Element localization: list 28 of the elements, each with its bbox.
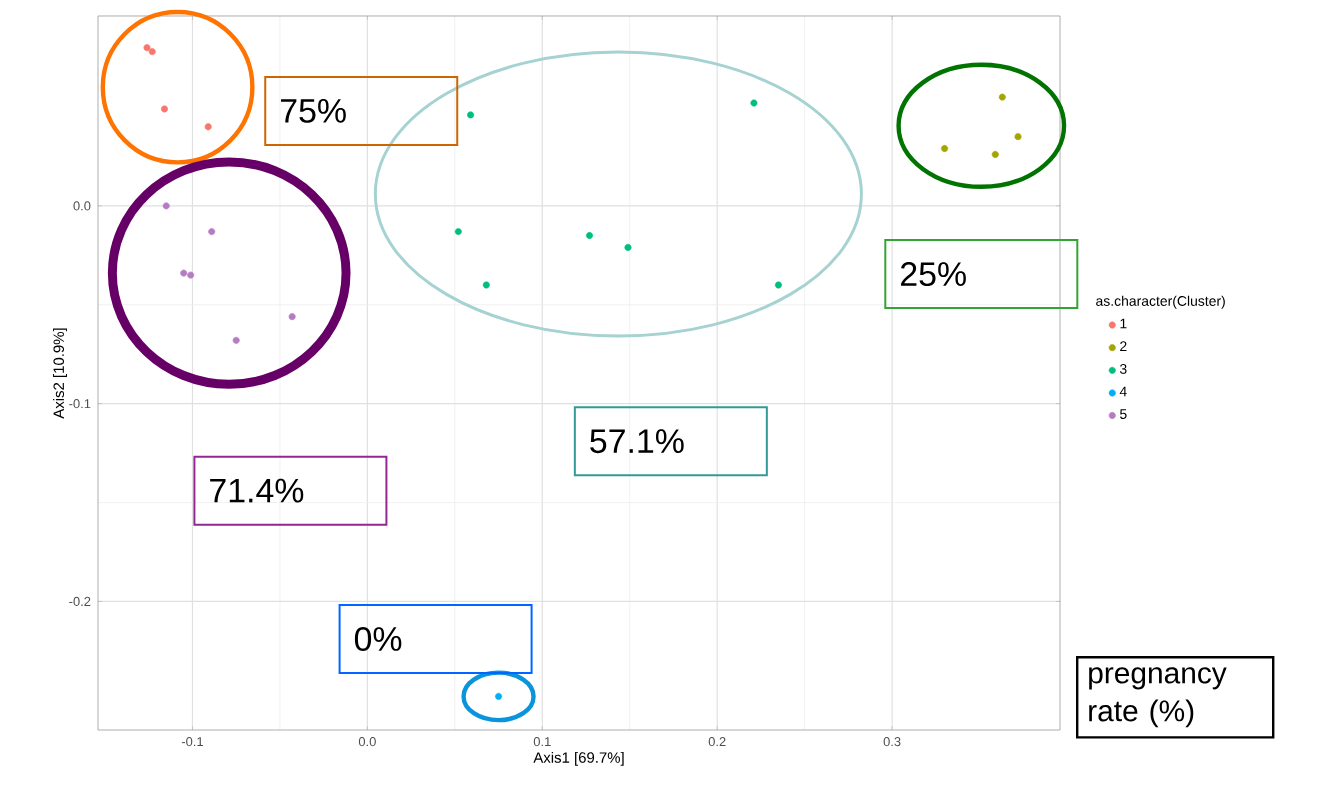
point	[148, 48, 156, 56]
point	[162, 202, 170, 210]
point	[586, 232, 593, 240]
point	[624, 243, 632, 251]
point	[1014, 133, 1022, 141]
annotation: 75%	[281, 99, 346, 123]
annotation: 25%	[901, 262, 966, 287]
annotation: 0%	[354, 627, 402, 652]
point	[750, 99, 758, 107]
point	[160, 105, 168, 113]
point	[288, 313, 296, 321]
point	[941, 145, 949, 152]
point	[180, 269, 188, 277]
point	[454, 228, 462, 236]
annotation: 57.1%	[590, 429, 684, 454]
point	[461, 670, 536, 723]
annotation: 71.4%	[210, 478, 304, 503]
point	[774, 281, 782, 289]
point	[187, 271, 195, 279]
point	[232, 336, 240, 344]
point	[208, 228, 216, 236]
point	[143, 44, 151, 52]
point	[467, 111, 475, 119]
point	[998, 93, 1006, 101]
point	[991, 150, 999, 158]
point	[204, 123, 212, 131]
point	[482, 281, 490, 289]
text: pregnancy rate (%)	[1089, 667, 1227, 728]
